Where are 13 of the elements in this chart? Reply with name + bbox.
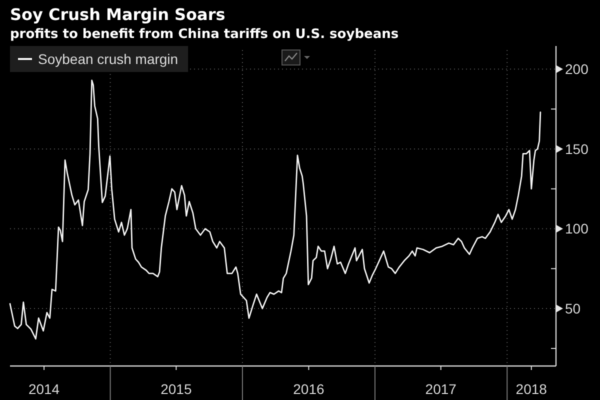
y-tick-label: 200: [565, 61, 589, 78]
chart-title: Soy Crush Margin Soars: [10, 5, 226, 24]
y-tick-label: 50: [565, 300, 581, 316]
y-tick-label: 100: [565, 220, 589, 237]
x-tick-label: 2018: [516, 381, 548, 397]
y-tick-label: 150: [565, 140, 589, 157]
x-tick-label: 2016: [293, 381, 324, 397]
line-series: [9, 80, 542, 340]
x-tick-label: 2014: [28, 381, 60, 397]
chart-subtitle: profits to benefit from China tariffs on U.S. soybeans: [10, 27, 399, 42]
x-tick-label: 2015: [160, 381, 192, 397]
x-tick-label: 2017: [425, 381, 457, 397]
legend-label: Soybean crush margin: [38, 50, 178, 67]
